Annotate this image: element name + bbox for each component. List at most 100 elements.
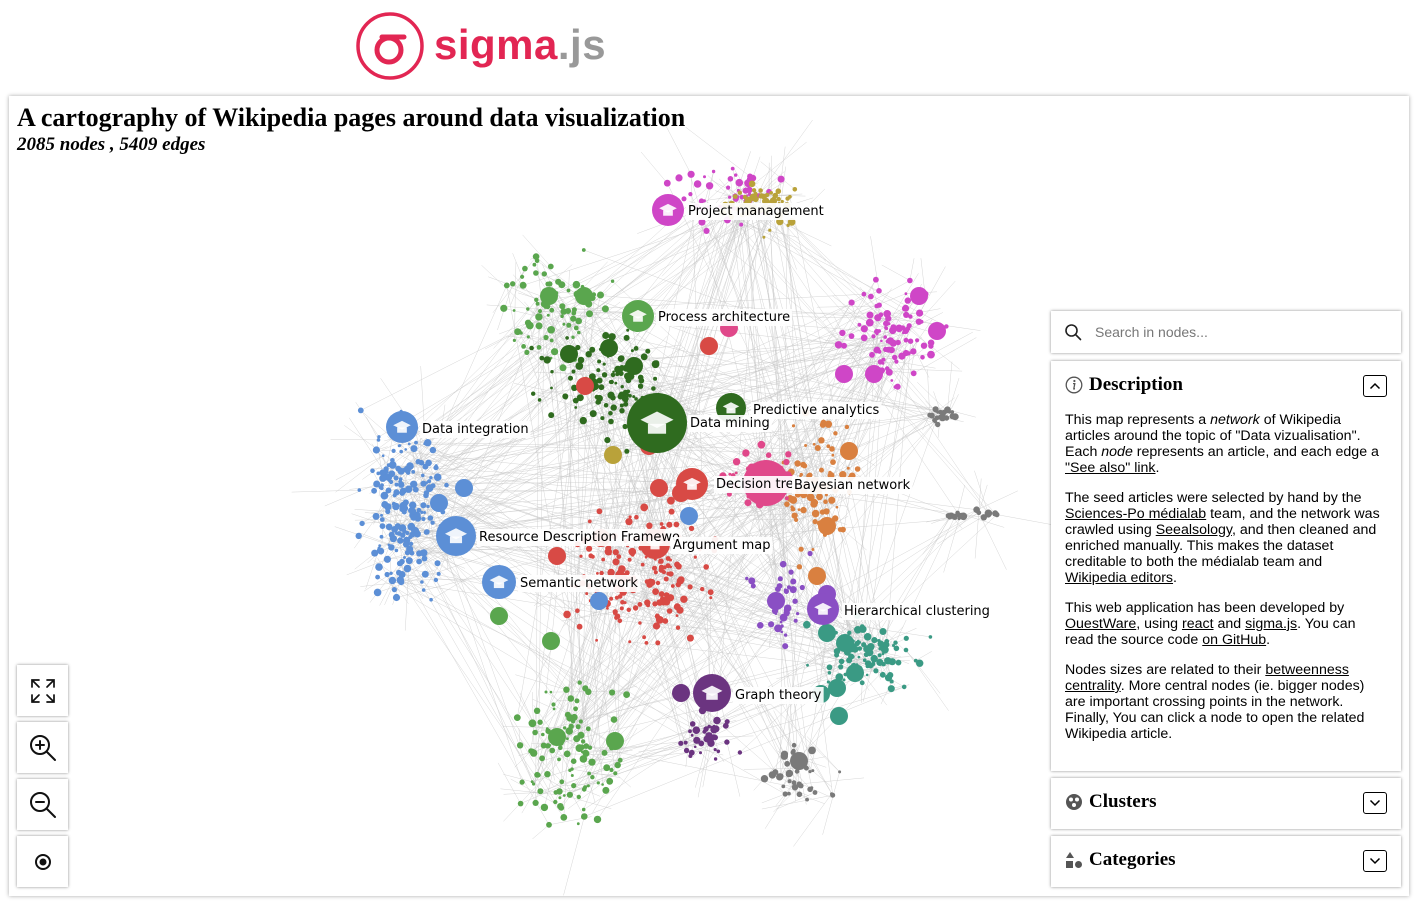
graph-node[interactable]: [586, 784, 590, 788]
graph-node[interactable]: [409, 531, 416, 538]
graph-node[interactable]: [577, 680, 582, 685]
graph-node[interactable]: [811, 769, 815, 773]
graph-node[interactable]: [526, 307, 530, 311]
graph-node[interactable]: [572, 280, 581, 289]
graph-node[interactable]: [785, 769, 794, 778]
graph-node[interactable]: [566, 322, 572, 328]
graph-node[interactable]: [902, 304, 910, 312]
graph-node[interactable]: [746, 186, 753, 194]
graph-node[interactable]: [388, 576, 397, 585]
graph-node[interactable]: [642, 635, 646, 640]
graph-node[interactable]: [859, 624, 865, 629]
graph-node[interactable]: [783, 633, 788, 637]
graph-node[interactable]: [600, 416, 605, 421]
graph-node[interactable]: [389, 571, 393, 575]
graph-node[interactable]: [406, 462, 414, 470]
graph-node[interactable]: [543, 356, 551, 364]
graph-node[interactable]: [619, 403, 624, 408]
graph-node[interactable]: [870, 654, 878, 663]
graph-node[interactable]: [595, 638, 598, 642]
graph-node[interactable]: [703, 175, 706, 179]
graph-node[interactable]: [549, 747, 556, 754]
graph-node[interactable]: [545, 743, 551, 749]
graph-node[interactable]: [613, 771, 618, 776]
graph-node[interactable]: [865, 318, 874, 327]
graph-node[interactable]: [409, 501, 417, 509]
graph-node[interactable]: [620, 600, 625, 605]
graph-node[interactable]: [677, 576, 685, 584]
graph-node[interactable]: [780, 199, 784, 204]
graph-node[interactable]: [373, 588, 382, 597]
graph-node[interactable]: [906, 351, 911, 356]
graph-node[interactable]: [669, 558, 672, 562]
graph-node[interactable]: [402, 499, 409, 506]
graph-node[interactable]: [532, 262, 537, 267]
hub-node[interactable]: [828, 679, 846, 697]
graph-node[interactable]: [772, 192, 779, 199]
graph-node[interactable]: [537, 316, 540, 320]
graph-node[interactable]: [886, 337, 895, 345]
graph-node[interactable]: [806, 493, 815, 502]
graph-node[interactable]: [411, 470, 416, 474]
graph-node[interactable]: [532, 729, 538, 736]
graph-node[interactable]: [376, 471, 381, 476]
graph-node[interactable]: [783, 458, 790, 466]
graph-node[interactable]: [739, 194, 745, 200]
graph-node[interactable]: [866, 644, 874, 652]
graph-node[interactable]: [623, 401, 629, 407]
graph-node[interactable]: [675, 174, 683, 182]
graph-node[interactable]: [376, 438, 381, 442]
hub-node[interactable]: [548, 547, 566, 565]
graph-node[interactable]: [532, 253, 540, 260]
graph-node[interactable]: [637, 602, 643, 607]
graph-node[interactable]: [566, 714, 574, 722]
graph-node[interactable]: [675, 563, 682, 570]
graph-node[interactable]: [941, 410, 947, 416]
graph-node[interactable]: [858, 641, 862, 644]
graph-node[interactable]: [521, 344, 526, 349]
graph-node[interactable]: [586, 545, 593, 552]
graph-node[interactable]: [873, 276, 879, 283]
graph-node[interactable]: [392, 502, 400, 511]
graph-node[interactable]: [416, 558, 422, 565]
graph-node[interactable]: [830, 459, 836, 465]
graph-node[interactable]: [777, 576, 783, 582]
graph-node[interactable]: [698, 218, 706, 226]
graph-node[interactable]: [761, 193, 767, 200]
graph-node[interactable]: [519, 779, 525, 785]
sigma-logo[interactable]: sigma.js: [354, 10, 624, 82]
graph-node[interactable]: [357, 407, 364, 414]
graph-node[interactable]: [546, 313, 550, 317]
graph-node[interactable]: [894, 383, 901, 390]
graph-node[interactable]: [614, 381, 618, 385]
graph-node[interactable]: [372, 512, 380, 520]
graph-node[interactable]: [421, 555, 428, 562]
graph-node[interactable]: [566, 288, 571, 293]
graph-node[interactable]: [601, 749, 608, 756]
graph-node[interactable]: [552, 707, 556, 711]
graph-node[interactable]: [421, 588, 426, 592]
graph-node[interactable]: [762, 235, 766, 239]
graph-node[interactable]: [852, 655, 855, 659]
graph-node[interactable]: [904, 292, 908, 296]
graph-node[interactable]: [576, 822, 580, 826]
graph-node[interactable]: [429, 446, 437, 454]
graph-node[interactable]: [973, 506, 980, 513]
graph-node[interactable]: [598, 384, 605, 391]
graph-node[interactable]: [612, 609, 618, 615]
graph-node[interactable]: [536, 345, 542, 350]
graph-node[interactable]: [619, 365, 625, 371]
graph-node[interactable]: [617, 594, 623, 599]
graph-node[interactable]: [415, 459, 421, 465]
graph-node[interactable]: [901, 684, 907, 690]
graph-node[interactable]: [371, 549, 379, 557]
graph-node[interactable]: [375, 563, 383, 571]
graph-node[interactable]: [357, 488, 362, 492]
graph-node[interactable]: [665, 563, 671, 569]
graph-node[interactable]: [663, 179, 671, 187]
graph-node[interactable]: [380, 491, 389, 500]
graph-node[interactable]: [688, 749, 695, 756]
graph-node[interactable]: [540, 803, 549, 812]
graph-node[interactable]: [887, 685, 895, 693]
graph-node[interactable]: [653, 570, 658, 575]
